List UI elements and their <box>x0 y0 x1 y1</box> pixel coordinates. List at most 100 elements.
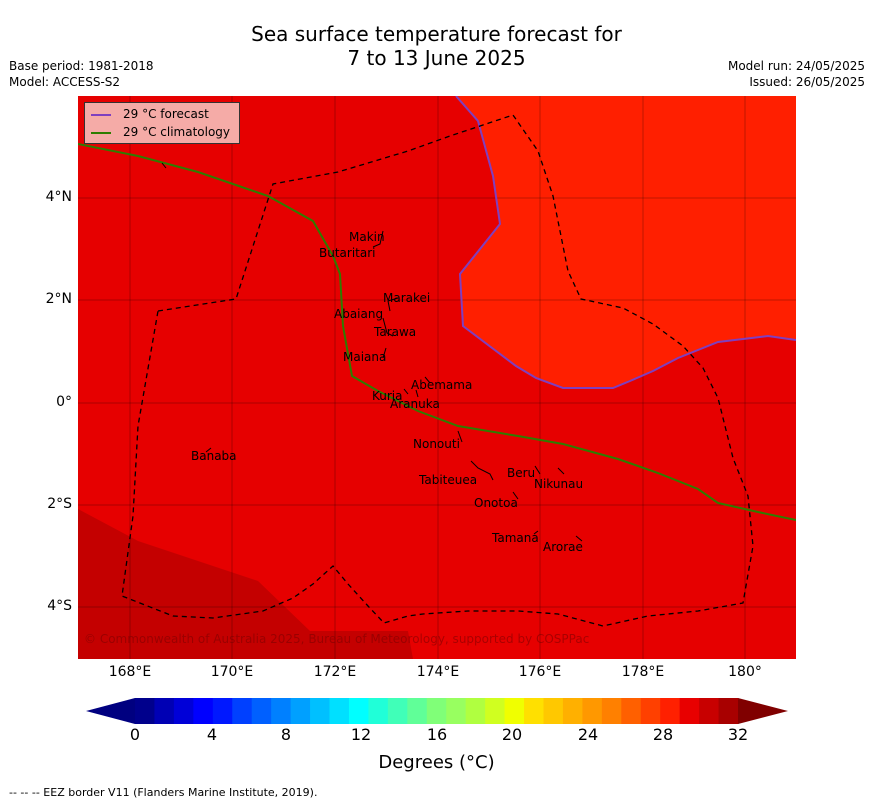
colorbar-segment <box>173 698 194 724</box>
colorbar-segment <box>524 698 544 724</box>
lon-tick: 178°E <box>621 664 665 680</box>
lon-tick: 174°E <box>416 664 460 680</box>
place-label: Kuria <box>372 389 403 403</box>
climatology-swatch <box>91 131 111 134</box>
place-label: Abaiang <box>334 307 384 321</box>
forecast-contour <box>455 96 796 389</box>
copyright-notice: © Commonwealth of Australia 2025, Bureau… <box>84 632 590 646</box>
colorbar-high-extend <box>738 698 788 724</box>
colorbar-segment <box>718 698 739 724</box>
model-run: Model run: 24/05/2025 <box>727 59 865 73</box>
colorbar-tick: 16 <box>426 725 448 744</box>
place-label: Tabiteuea <box>419 473 478 487</box>
colorbar-segment <box>582 698 603 724</box>
colorbar-segment <box>348 698 369 724</box>
place-label: Onotoa <box>474 496 518 510</box>
place-label: Aranuka <box>390 397 440 411</box>
place-label: Beru <box>507 466 536 480</box>
lon-tick: 170°E <box>210 664 254 680</box>
colorbar-segment <box>504 698 525 724</box>
colorbar-segment <box>562 698 583 724</box>
colorbar-segment <box>485 698 506 724</box>
place-label: Arorae <box>543 540 583 554</box>
colorbar-svg <box>86 698 788 724</box>
colorbar-tick: 24 <box>577 725 599 744</box>
climatology-contour <box>78 143 796 521</box>
place-label: Nonouti <box>413 437 460 451</box>
forecast-label: 29 °C forecast <box>123 107 209 121</box>
colorbar-segment <box>212 698 233 724</box>
map-legend: 29 °C forecast 29 °C climatology <box>84 102 240 144</box>
model-name: Model: ACCESS-S2 <box>9 75 121 89</box>
map-svg <box>78 96 796 659</box>
colorbar-segment <box>621 698 642 724</box>
graticule <box>78 96 796 659</box>
colorbar-tick: 28 <box>652 725 674 744</box>
colorbar-segment <box>426 698 447 724</box>
legend-forecast: 29 °C forecast <box>91 106 209 122</box>
place-label: Nikunau <box>534 477 584 491</box>
colorbar-tick: 12 <box>350 725 372 744</box>
colorbar-segment <box>154 698 175 724</box>
colorbar-segment <box>232 698 253 724</box>
lon-tick: 180° <box>728 664 762 680</box>
colorbar-segment <box>407 698 428 724</box>
colorbar-segment <box>329 698 350 724</box>
place-label: Butaritari <box>319 246 376 260</box>
map-title: Sea surface temperature forecast for 7 t… <box>0 22 873 70</box>
colorbar-segment <box>601 698 622 724</box>
colorbar-segment <box>679 698 700 724</box>
lat-tick: 2°N <box>45 291 72 307</box>
lon-tick: 176°E <box>518 664 562 680</box>
eez-footnote: -- -- -- EEZ border V11 (Flanders Marine… <box>9 786 318 799</box>
colorbar-segment <box>193 698 214 724</box>
climatology-label: 29 °C climatology <box>123 125 231 139</box>
colorbar-segment <box>135 698 155 724</box>
lat-tick: 4°S <box>47 598 72 614</box>
lat-tick: 2°S <box>47 496 72 512</box>
place-label: Tamana <box>492 531 539 545</box>
colorbar-segment <box>465 698 486 724</box>
colorbar-tick: 32 <box>727 725 749 744</box>
colorbar-segment <box>368 698 389 724</box>
colorbar-segment <box>251 698 272 724</box>
colorbar-segment <box>387 698 408 724</box>
issued-date: Issued: 26/05/2025 <box>749 75 865 89</box>
colorbar-segment <box>271 698 292 724</box>
meta-right: Model run: 24/05/2025 Issued: 26/05/2025 <box>728 58 865 90</box>
colorbar-low-extend <box>86 698 135 724</box>
sst-map <box>78 96 796 659</box>
place-label: Tarawa <box>374 325 417 339</box>
colorbar-segment <box>660 698 681 724</box>
colorbar-segment <box>543 698 564 724</box>
colorbar-segment <box>290 698 311 724</box>
colorbar-tick: 8 <box>280 725 292 744</box>
warmer-region <box>456 96 796 388</box>
colorbar-tick: 20 <box>501 725 523 744</box>
cooler-region <box>78 509 413 659</box>
place-label: Abemama <box>411 378 473 392</box>
colorbar-label: Degrees (°C) <box>378 752 495 773</box>
lon-tick: 168°E <box>108 664 152 680</box>
title-line-2: 7 to 13 June 2025 <box>347 46 526 70</box>
colorbar-segment <box>640 698 661 724</box>
lon-tick: 172°E <box>313 664 357 680</box>
base-period: Base period: 1981-2018 <box>9 59 154 73</box>
place-label: Maiana <box>343 350 387 364</box>
place-label: Marakei <box>383 291 431 305</box>
forecast-swatch <box>91 113 111 116</box>
lat-tick: 0° <box>56 394 72 410</box>
colorbar-tick: 0 <box>129 725 141 744</box>
place-label: Banaba <box>191 449 237 463</box>
legend-climatology: 29 °C climatology <box>91 124 230 140</box>
colorbar-segment <box>310 698 331 724</box>
colorbar-tick: 4 <box>206 725 218 744</box>
lat-tick: 4°N <box>45 189 72 205</box>
island-outlines <box>161 162 583 542</box>
colorbar <box>86 698 788 728</box>
colorbar-segment <box>699 698 720 724</box>
colorbar-segment <box>446 698 467 724</box>
title-line-1: Sea surface temperature forecast for <box>251 22 622 46</box>
eez-border <box>121 114 754 627</box>
meta-left: Base period: 1981-2018 Model: ACCESS-S2 <box>9 58 154 90</box>
